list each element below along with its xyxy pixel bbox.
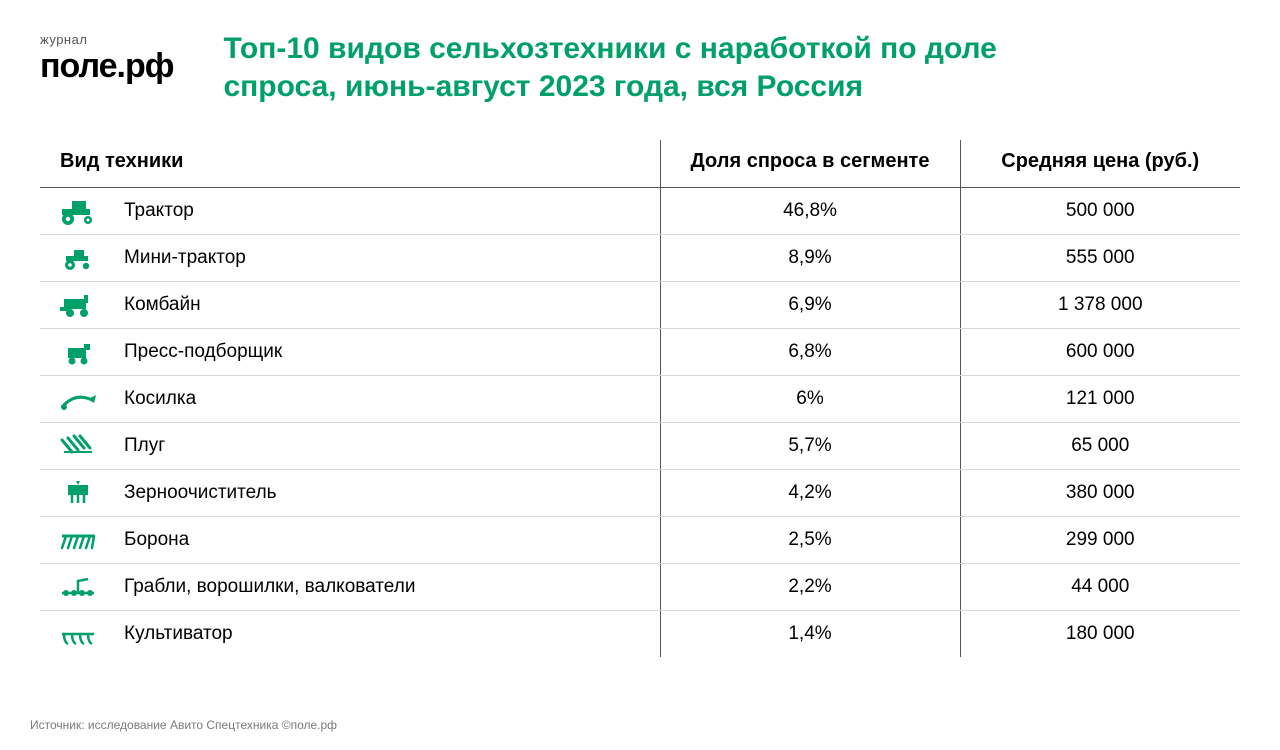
cell-share: 2,2% [660, 564, 960, 611]
grain-icon [58, 479, 98, 507]
cell-name: Грабли, ворошилки, валкователи [40, 564, 660, 611]
table-row: Мини-трактор 8,9%555 000 [40, 235, 1240, 282]
tractor-icon [58, 197, 98, 225]
harrow-icon [58, 526, 98, 554]
table-row: Плуг 5,7%65 000 [40, 423, 1240, 470]
table-row: Культиватор 1,4%180 000 [40, 611, 1240, 658]
table-row: Борона 2,5%299 000 [40, 517, 1240, 564]
combine-icon [58, 291, 98, 319]
table-row: Косилка 6%121 000 [40, 376, 1240, 423]
col-header-share: Доля спроса в сегменте [660, 140, 960, 188]
brand-name: поле.рф [40, 47, 173, 86]
mower-icon [58, 385, 98, 413]
equipment-name: Плуг [124, 435, 165, 457]
equipment-name: Трактор [124, 200, 194, 222]
cell-price: 65 000 [960, 423, 1240, 470]
cell-name: Борона [40, 517, 660, 564]
cell-name: Трактор [40, 188, 660, 235]
cell-name: Пресс-подборщик [40, 329, 660, 376]
brand-logo: журнал поле.рф [40, 30, 173, 86]
table-container: Вид техники Доля спроса в сегменте Средн… [40, 140, 1240, 657]
cell-price: 299 000 [960, 517, 1240, 564]
equipment-name: Зерноочиститель [124, 482, 277, 504]
table-row: Пресс-подборщик 6,8%600 000 [40, 329, 1240, 376]
table-row: Грабли, ворошилки, валкователи 2,2%44 000 [40, 564, 1240, 611]
equipment-name: Комбайн [124, 294, 201, 316]
plow-icon [58, 432, 98, 460]
cell-price: 555 000 [960, 235, 1240, 282]
cell-share: 8,9% [660, 235, 960, 282]
cell-price: 44 000 [960, 564, 1240, 611]
baler-icon [58, 338, 98, 366]
cell-share: 2,5% [660, 517, 960, 564]
equipment-name: Косилка [124, 388, 196, 410]
cell-share: 6% [660, 376, 960, 423]
cell-name: Косилка [40, 376, 660, 423]
cell-price: 380 000 [960, 470, 1240, 517]
equipment-name: Пресс-подборщик [124, 341, 282, 363]
cultivator-icon [58, 620, 98, 648]
table-row: Комбайн 6,9%1 378 000 [40, 282, 1240, 329]
table-row: Трактор 46,8%500 000 [40, 188, 1240, 235]
equipment-name: Грабли, ворошилки, валкователи [124, 576, 415, 598]
rake-icon [58, 573, 98, 601]
cell-name: Плуг [40, 423, 660, 470]
equipment-name: Мини-трактор [124, 247, 246, 269]
table-header-row: Вид техники Доля спроса в сегменте Средн… [40, 140, 1240, 188]
cell-price: 121 000 [960, 376, 1240, 423]
cell-name: Комбайн [40, 282, 660, 329]
source-note: Источник: исследование Авито Спецтехника… [30, 718, 337, 732]
equipment-name: Культиватор [124, 623, 233, 645]
cell-share: 4,2% [660, 470, 960, 517]
col-header-price: Средняя цена (руб.) [960, 140, 1240, 188]
cell-price: 500 000 [960, 188, 1240, 235]
brand-top: журнал [40, 32, 173, 47]
header: журнал поле.рф Топ-10 видов сельхозтехни… [40, 30, 1240, 105]
table-row: Зерноочиститель 4,2%380 000 [40, 470, 1240, 517]
cell-name: Культиватор [40, 611, 660, 658]
col-header-name: Вид техники [40, 140, 660, 188]
cell-name: Мини-трактор [40, 235, 660, 282]
equipment-table: Вид техники Доля спроса в сегменте Средн… [40, 140, 1240, 657]
cell-share: 1,4% [660, 611, 960, 658]
cell-price: 600 000 [960, 329, 1240, 376]
cell-price: 180 000 [960, 611, 1240, 658]
page-title: Топ-10 видов сельхозтехники с наработкой… [223, 30, 1103, 105]
equipment-name: Борона [124, 529, 189, 551]
cell-share: 6,9% [660, 282, 960, 329]
mini-tractor-icon [58, 244, 98, 272]
page: журнал поле.рф Топ-10 видов сельхозтехни… [0, 0, 1280, 750]
cell-share: 6,8% [660, 329, 960, 376]
cell-share: 46,8% [660, 188, 960, 235]
cell-share: 5,7% [660, 423, 960, 470]
cell-price: 1 378 000 [960, 282, 1240, 329]
cell-name: Зерноочиститель [40, 470, 660, 517]
